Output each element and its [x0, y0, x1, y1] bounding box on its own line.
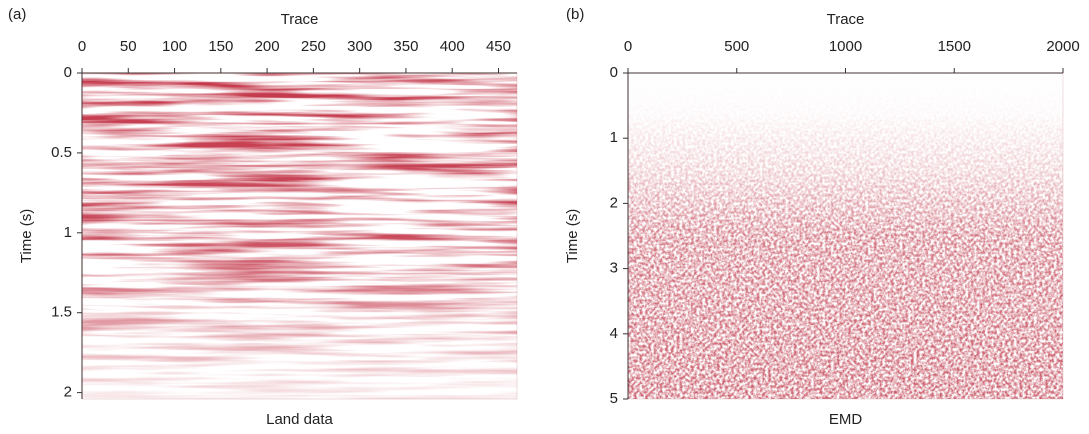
x-tick-label: 50: [120, 38, 137, 55]
y-axis-label: Time (s): [564, 209, 581, 263]
y-tick-label: 2: [610, 194, 618, 211]
caption: Land data: [266, 411, 333, 428]
x-tick-label: 500: [724, 38, 749, 55]
panel-label: (a): [8, 6, 26, 23]
x-tick-label: 1000: [829, 38, 862, 55]
y-tick-label: 4: [610, 325, 618, 342]
x-tick-label: 250: [301, 38, 326, 55]
x-tick-label: 300: [347, 38, 372, 55]
texture-b: [628, 73, 1063, 399]
x-axis-label: Trace: [827, 11, 865, 28]
y-tick-label: 1: [64, 224, 72, 241]
x-tick-label: 0: [78, 38, 86, 55]
y-axis-label: Time (s): [18, 209, 35, 263]
x-tick-label: 0: [624, 38, 632, 55]
x-tick-label: 450: [486, 38, 511, 55]
y-tick-label: 1: [610, 129, 618, 146]
y-tick-label: 3: [610, 260, 618, 277]
plot-frame: [627, 72, 1064, 400]
panel-label: (b): [566, 6, 584, 23]
y-tick-label: 5: [610, 390, 618, 407]
y-tick-label: 0: [610, 64, 618, 81]
x-tick-label: 1500: [938, 38, 971, 55]
x-tick-label: 350: [393, 38, 418, 55]
y-tick-label: 2: [64, 384, 72, 401]
y-tick-label: 0: [64, 64, 72, 81]
x-tick-label: 400: [440, 38, 465, 55]
texture-a: [82, 73, 517, 399]
y-tick-label: 0.5: [51, 144, 72, 161]
x-tick-label: 100: [162, 38, 187, 55]
x-tick-label: 150: [208, 38, 233, 55]
caption: EMD: [829, 411, 863, 428]
y-tick-label: 1.5: [51, 304, 72, 321]
x-tick-label: 200: [255, 38, 280, 55]
x-axis-label: Trace: [281, 11, 319, 28]
plot-frame: [81, 72, 518, 400]
x-tick-label: 2000: [1046, 38, 1079, 55]
